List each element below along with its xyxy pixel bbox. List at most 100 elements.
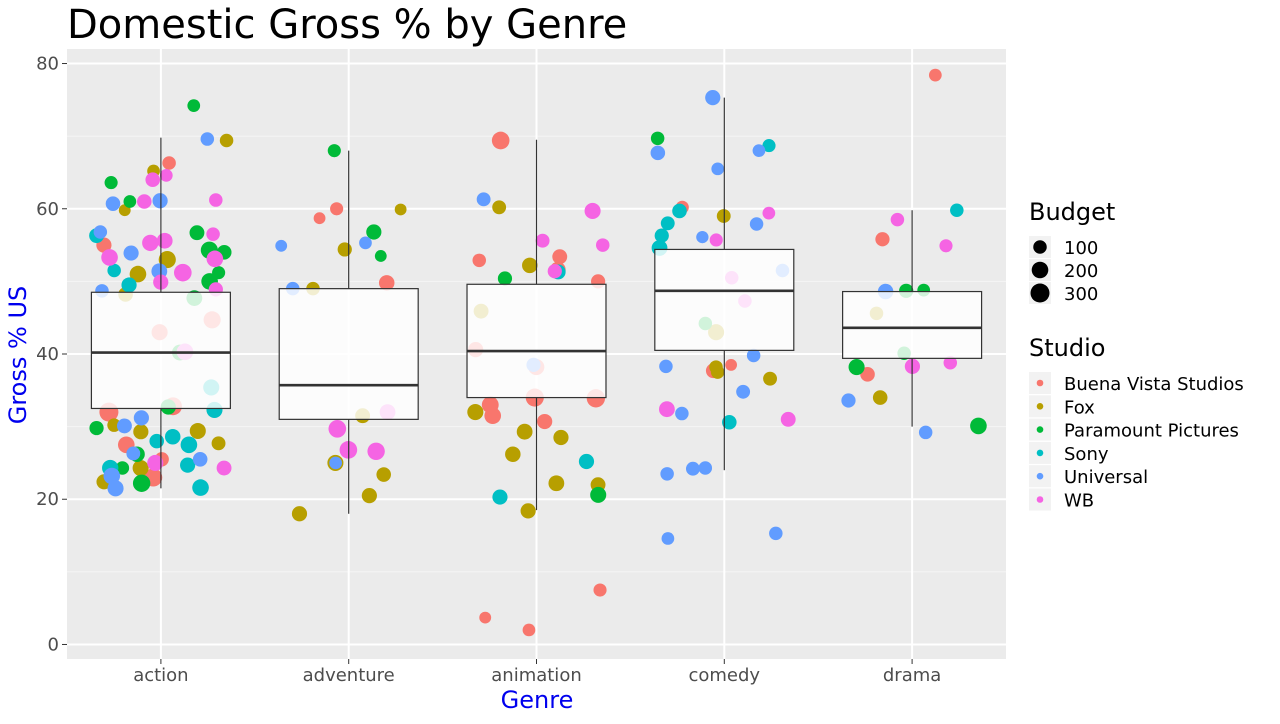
y-axis-label: Gross % US — [4, 286, 32, 425]
y-tick-label: 40 — [36, 344, 59, 365]
data-point — [337, 242, 352, 257]
data-point — [711, 162, 725, 176]
legend-size-label: 200 — [1064, 261, 1098, 282]
y-tick-label: 60 — [36, 199, 59, 220]
data-point — [145, 172, 161, 187]
data-point — [860, 367, 875, 382]
data-point — [939, 239, 953, 253]
legend-budget-title: Budget — [1029, 198, 1115, 226]
data-point — [376, 467, 391, 482]
legend-size-marker — [1030, 283, 1050, 303]
data-point — [491, 131, 510, 150]
data-point — [746, 348, 761, 363]
data-point — [394, 203, 407, 216]
data-point — [762, 139, 776, 153]
data-point — [762, 206, 776, 220]
data-point — [553, 429, 569, 446]
data-point — [763, 371, 777, 386]
x-tick-label: animation — [491, 665, 581, 686]
legend-size-label: 300 — [1064, 284, 1098, 305]
data-point — [970, 417, 987, 435]
data-point — [552, 249, 568, 265]
data-point — [378, 275, 395, 291]
legend-studio-label: Sony — [1064, 444, 1109, 465]
legend-studio-label: Buena Vista Studios — [1064, 374, 1244, 395]
data-point — [89, 420, 104, 436]
data-point — [133, 410, 149, 426]
data-point — [133, 424, 149, 440]
y-tick-label: 0 — [48, 634, 59, 655]
data-point — [107, 480, 124, 497]
data-point — [943, 355, 958, 370]
data-point — [158, 251, 176, 269]
data-point — [705, 90, 721, 106]
data-point — [522, 257, 538, 274]
data-point — [578, 453, 595, 470]
data-point — [520, 503, 536, 519]
data-point — [522, 623, 536, 637]
data-point — [479, 611, 492, 624]
data-point — [103, 467, 121, 485]
data-point — [749, 217, 764, 231]
data-point — [192, 452, 208, 467]
data-point — [654, 228, 669, 243]
data-point — [180, 457, 196, 473]
data-point — [211, 436, 226, 451]
data-point — [126, 446, 141, 461]
box — [654, 248, 795, 351]
data-point — [313, 212, 326, 225]
data-point — [752, 144, 766, 158]
data-point — [93, 225, 108, 239]
data-point — [123, 195, 137, 208]
data-point — [159, 169, 173, 182]
data-point — [650, 131, 665, 146]
data-point — [696, 230, 709, 244]
data-point — [329, 456, 342, 470]
data-point — [164, 429, 181, 445]
data-point — [291, 506, 308, 522]
data-point — [129, 265, 147, 283]
legend-studio-label: WB — [1064, 491, 1094, 512]
data-point — [132, 459, 149, 477]
box — [842, 290, 983, 359]
y-tick-label: 20 — [36, 489, 59, 510]
data-point — [467, 404, 484, 421]
data-point — [200, 132, 215, 146]
data-point — [149, 433, 164, 449]
data-point — [595, 238, 610, 252]
data-point — [492, 200, 507, 215]
axes: 0 20 40 60 80 action adventure animation comedy d… — [36, 54, 941, 686]
data-point — [547, 264, 562, 279]
data-point — [152, 193, 168, 209]
data-point — [142, 234, 159, 252]
box — [278, 288, 419, 420]
data-point — [374, 250, 387, 262]
data-point — [492, 489, 508, 505]
data-point — [121, 277, 137, 293]
data-point — [848, 359, 865, 376]
data-point — [107, 418, 121, 432]
legend-size-marker — [1031, 261, 1049, 279]
box — [466, 283, 607, 399]
data-point — [359, 236, 372, 250]
data-point — [736, 384, 751, 399]
data-point — [162, 156, 176, 170]
data-point — [709, 233, 723, 247]
boxplots — [90, 97, 983, 514]
data-point — [710, 365, 725, 379]
data-point — [206, 250, 224, 268]
data-point — [327, 144, 341, 158]
y-tick-label: 80 — [36, 54, 59, 75]
data-point — [505, 446, 521, 462]
data-point — [650, 145, 666, 161]
legend-color-marker — [1036, 403, 1044, 410]
data-point — [189, 422, 206, 440]
data-point — [206, 227, 220, 241]
data-point — [209, 193, 223, 207]
x-tick-label: comedy — [688, 665, 760, 686]
data-point — [189, 225, 205, 241]
data-point — [516, 423, 533, 440]
chart-title: Domestic Gross % by Genre — [67, 2, 627, 48]
data-point — [156, 232, 173, 249]
